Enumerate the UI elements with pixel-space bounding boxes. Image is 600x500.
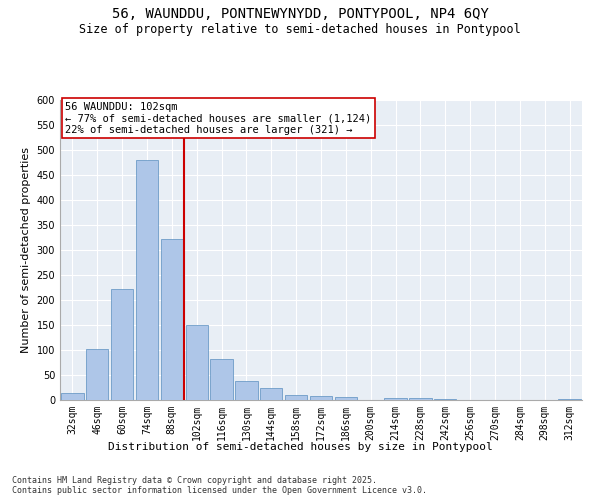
Bar: [434, 398, 457, 400]
Bar: [86, 348, 109, 400]
Bar: [211, 358, 233, 400]
Bar: [136, 160, 158, 400]
Text: Size of property relative to semi-detached houses in Pontypool: Size of property relative to semi-detach…: [79, 22, 521, 36]
Bar: [260, 388, 283, 400]
Bar: [161, 238, 183, 400]
Bar: [235, 381, 257, 400]
Bar: [385, 398, 407, 400]
Text: 56 WAUNDDU: 102sqm
← 77% of semi-detached houses are smaller (1,124)
22% of semi: 56 WAUNDDU: 102sqm ← 77% of semi-detache…: [65, 102, 371, 134]
Text: Contains HM Land Registry data © Crown copyright and database right 2025.
Contai: Contains HM Land Registry data © Crown c…: [12, 476, 427, 495]
Bar: [335, 397, 357, 400]
Bar: [185, 325, 208, 400]
Y-axis label: Number of semi-detached properties: Number of semi-detached properties: [21, 147, 31, 353]
Bar: [310, 396, 332, 400]
Text: 56, WAUNDDU, PONTNEWYNYDD, PONTYPOOL, NP4 6QY: 56, WAUNDDU, PONTNEWYNYDD, PONTYPOOL, NP…: [112, 8, 488, 22]
Bar: [409, 398, 431, 400]
Bar: [61, 392, 83, 400]
Bar: [285, 395, 307, 400]
Text: Distribution of semi-detached houses by size in Pontypool: Distribution of semi-detached houses by …: [107, 442, 493, 452]
Bar: [111, 289, 133, 400]
Bar: [559, 398, 581, 400]
